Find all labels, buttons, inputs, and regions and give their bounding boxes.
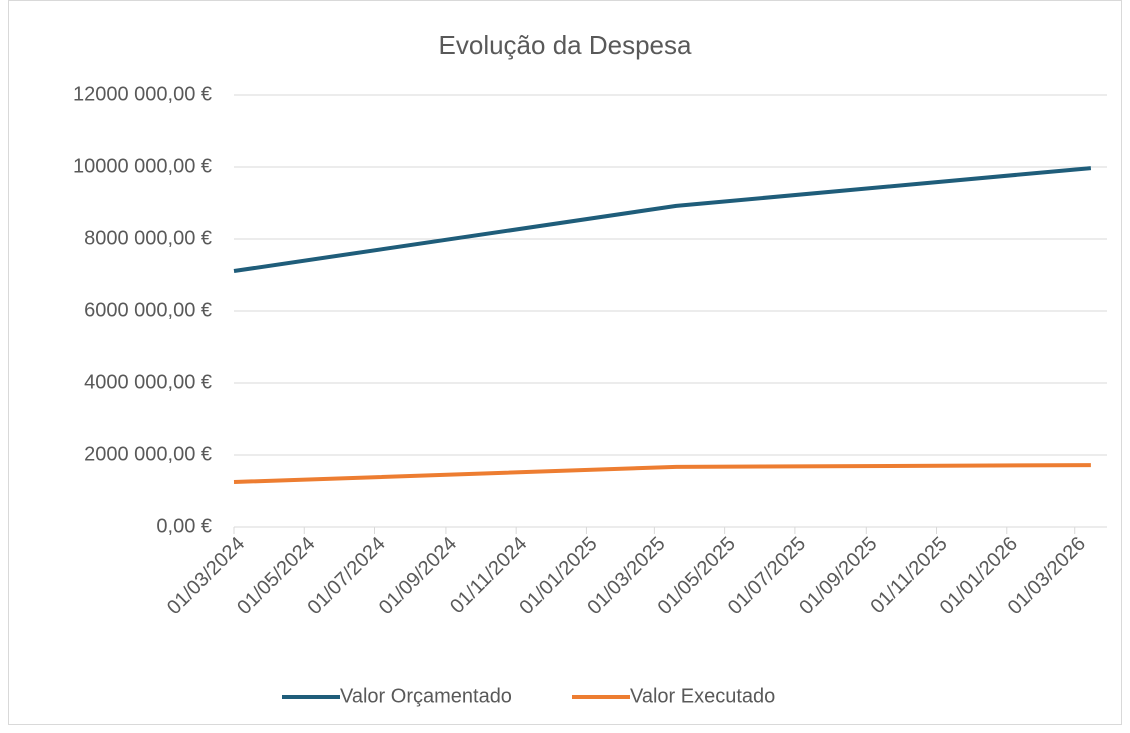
series-line	[233, 463, 1091, 484]
legend-label: Valor Orçamentado	[340, 685, 512, 707]
y-tick-label: 4000 000,00 €	[84, 371, 212, 393]
y-tick-label: 2000 000,00 €	[84, 443, 212, 465]
series-line	[233, 166, 1092, 274]
chart-title: Evolução da Despesa	[439, 30, 692, 60]
legend-label: Valor Executado	[630, 685, 775, 707]
y-tick-label: 10000 000,00 €	[73, 155, 212, 177]
y-tick-label: 6000 000,00 €	[84, 299, 212, 321]
y-tick-label: 0,00 €	[156, 515, 212, 537]
y-tick-label: 12000 000,00 €	[73, 83, 212, 105]
y-tick-label: 8000 000,00 €	[84, 227, 212, 249]
chart-border	[8, 0, 1122, 725]
